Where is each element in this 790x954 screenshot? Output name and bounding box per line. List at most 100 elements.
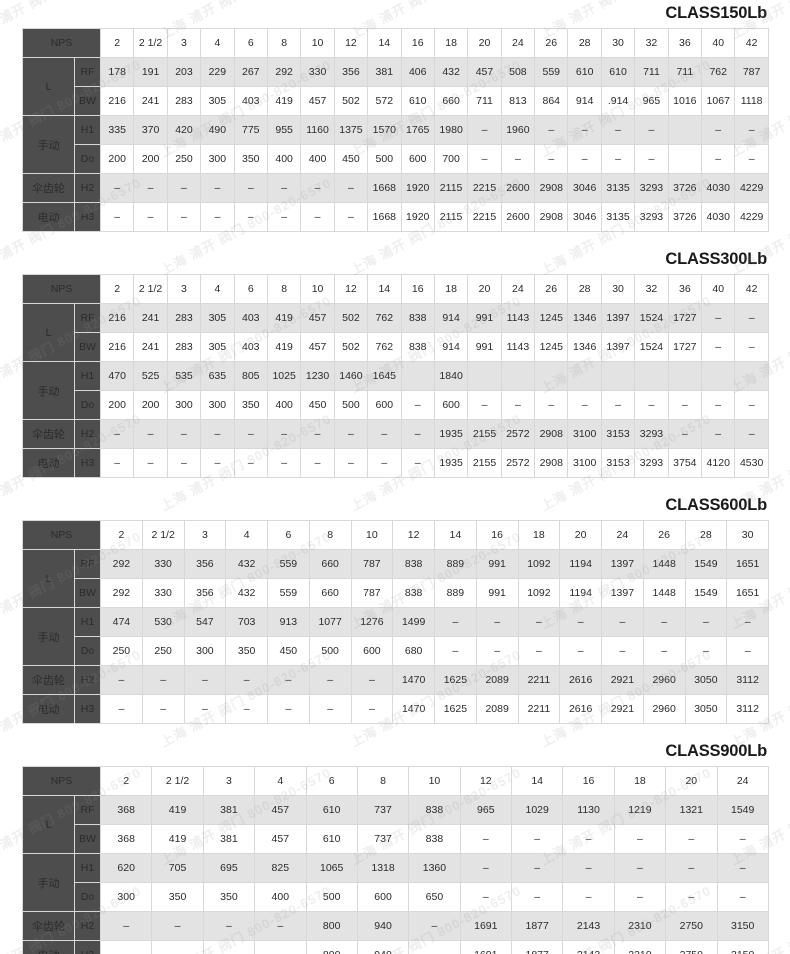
table-cell: –: [266, 448, 302, 478]
table-cell: 705: [151, 853, 204, 883]
table-cell: –: [350, 665, 394, 695]
column-header: 14: [510, 766, 564, 796]
table-cell: –: [562, 882, 615, 912]
table-cell: 3726: [667, 173, 703, 203]
table-cell: 711: [634, 57, 669, 87]
table-cell: –: [350, 694, 394, 724]
table-cell: –: [99, 940, 153, 954]
column-header: 16: [475, 520, 519, 550]
table-cell: 300: [200, 390, 235, 420]
table-cell: –: [701, 390, 736, 420]
table-cell: –: [510, 882, 564, 912]
table-cell: 432: [433, 57, 469, 87]
row-sub-label: H3: [74, 202, 101, 232]
table-cell: –: [266, 202, 302, 232]
table-cell: –: [634, 390, 669, 420]
column-header: 2 1/2: [133, 28, 168, 58]
table-cell: 500: [333, 390, 369, 420]
class-title: CLASS600Lb: [665, 496, 767, 514]
table-cell: 1194: [559, 549, 602, 579]
table-cell: 1397: [600, 303, 636, 333]
table-cell: –: [726, 607, 769, 637]
table-cell: 787: [350, 549, 394, 579]
table-cell: 400: [254, 882, 307, 912]
table-cell: 1840: [433, 361, 469, 391]
table-cell: 1346: [567, 303, 602, 333]
table-header-row: NPS 2 2 1/2 3 4 6 8 10 12 14 16 18 20 24 26 28 30: [22, 520, 769, 550]
table-cell: –: [151, 911, 204, 941]
table-cell: –: [600, 390, 636, 420]
table-cell: 787: [350, 578, 394, 608]
table-cell: 1230: [300, 361, 335, 391]
row-sub-label: BW: [74, 332, 101, 362]
table-cell: 1194: [559, 578, 602, 608]
table-cell: –: [333, 419, 369, 449]
table-cell: –: [500, 144, 536, 174]
table-row: 手动 H1 620 705 695 825 1065 1318 1360– – – – – –: [22, 853, 769, 912]
spec-table: NPS 2 2 1/2 3 4 6 8 10 12 14 16 18 20 24 26 28 30 32 36 40 4…: [22, 274, 769, 478]
table-cell: 1397: [601, 578, 644, 608]
table-cell: 680: [392, 636, 435, 666]
column-header: 8: [308, 520, 352, 550]
table-cell: 403: [233, 303, 268, 333]
table-cell: –: [133, 173, 168, 203]
column-header: 42: [734, 274, 769, 304]
table-cell: –: [716, 853, 769, 883]
table-cell: 250: [166, 144, 202, 174]
column-header: 8: [266, 28, 302, 58]
table-cell: 572: [367, 86, 402, 116]
table-cell: –: [141, 694, 185, 724]
table-cell: –: [701, 144, 736, 174]
table-cell: 1397: [600, 332, 636, 362]
table-cell: –: [166, 202, 202, 232]
table-cell: .914: [600, 86, 636, 116]
spec-table: NPS 2 2 1/2 3 4 6 8 10 12 14 16 18 20 24 L RF 368 419 381 4…: [22, 766, 769, 954]
table-cell: –: [100, 694, 143, 724]
table-cell: 419: [266, 86, 302, 116]
table-cell: –: [665, 824, 718, 854]
table-cell: 600: [367, 390, 402, 420]
row-group-label: L: [22, 795, 75, 854]
table-cell: 3153: [600, 448, 636, 478]
table-cell: 2115: [433, 173, 469, 203]
table-cell: –: [308, 665, 352, 695]
table-cell: –: [567, 144, 602, 174]
table-cell: –: [254, 911, 307, 941]
table-cell: 2960: [642, 694, 686, 724]
table-cell: 965: [634, 86, 669, 116]
table-cell: –: [202, 911, 256, 941]
table-cell: 2960: [642, 665, 686, 695]
table-cell: 1727: [667, 303, 703, 333]
table-cell: 356: [183, 549, 227, 579]
row-sub-label: BW: [74, 824, 101, 854]
row-sub-label: H3: [74, 940, 101, 954]
table-cell: –: [99, 448, 135, 478]
table-cell: –: [734, 419, 769, 449]
row-group-label: 手动: [22, 361, 75, 420]
table-cell: –: [562, 824, 615, 854]
column-header: 2: [100, 520, 143, 550]
table-cell: 229: [200, 57, 235, 87]
row-sub-label: RF: [74, 795, 101, 825]
table-cell: 2572: [500, 419, 536, 449]
table-cell: 635: [200, 361, 235, 391]
table-cell: 350: [233, 390, 268, 420]
table-cell: –: [225, 694, 268, 724]
row-sub-label: H2: [74, 173, 101, 203]
table-cell: 1765: [400, 115, 435, 145]
column-header: 2: [99, 766, 153, 796]
table-cell: 703: [225, 607, 268, 637]
table-cell: 1877: [510, 911, 564, 941]
table-cell: –: [225, 665, 268, 695]
table-cell: 2115: [433, 202, 469, 232]
table-cell: –: [467, 390, 502, 420]
table-cell: –: [701, 332, 736, 362]
table-cell: 300: [183, 636, 227, 666]
table-row: 伞齿轮 H2– – – – – – – –1668 1920 2115 2215 2600 2908 304…: [22, 173, 769, 203]
column-header: 20: [467, 274, 502, 304]
table-cell: 991: [475, 578, 519, 608]
table-cell: 1691: [459, 911, 513, 941]
row-sub-label: H3: [74, 694, 101, 724]
table-cell: –: [613, 824, 667, 854]
